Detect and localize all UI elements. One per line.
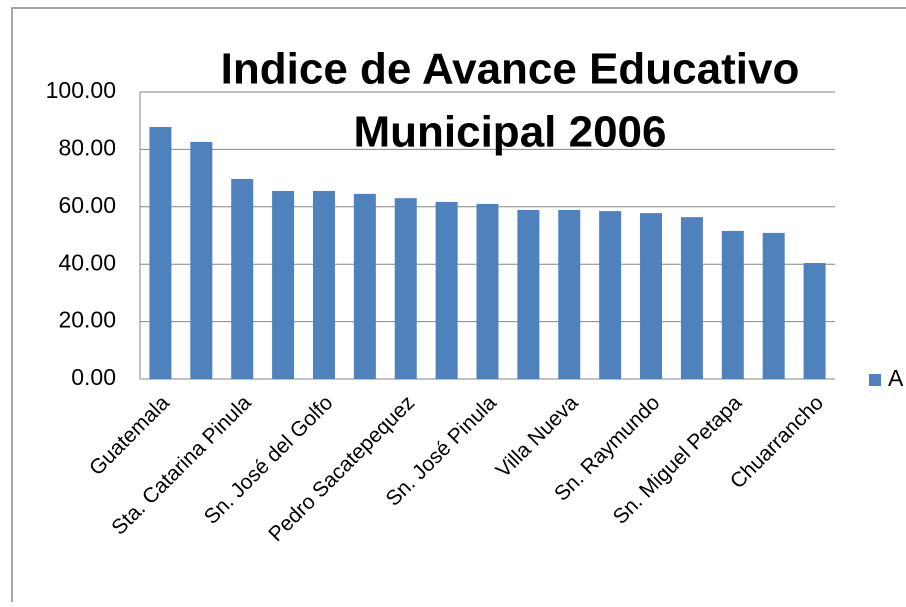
bar	[762, 232, 785, 379]
y-tick-label: 60.00	[58, 192, 116, 218]
bar	[721, 230, 744, 379]
bar	[231, 178, 254, 379]
legend-label: A	[888, 365, 904, 391]
y-tick-label: 40.00	[58, 249, 116, 275]
bar	[680, 217, 703, 379]
bar	[640, 213, 663, 379]
legend-swatch	[869, 374, 881, 386]
bar	[476, 203, 499, 379]
chart-title: Municipal 2006	[353, 108, 666, 157]
y-tick-label: 80.00	[58, 134, 116, 160]
chart-title: Indice de Avance Educativo	[221, 45, 800, 94]
bar	[599, 211, 622, 379]
bar	[394, 198, 417, 379]
y-tick-label: 100.00	[46, 77, 116, 103]
bar	[353, 193, 376, 379]
y-tick-label: 20.00	[58, 307, 116, 333]
bar	[312, 191, 335, 379]
bar	[435, 201, 458, 379]
bar	[272, 191, 295, 379]
bar	[190, 141, 213, 379]
bar	[149, 127, 172, 379]
bar	[803, 263, 826, 379]
y-tick-label: 0.00	[71, 364, 116, 390]
bar	[558, 209, 581, 379]
bar	[517, 209, 540, 379]
